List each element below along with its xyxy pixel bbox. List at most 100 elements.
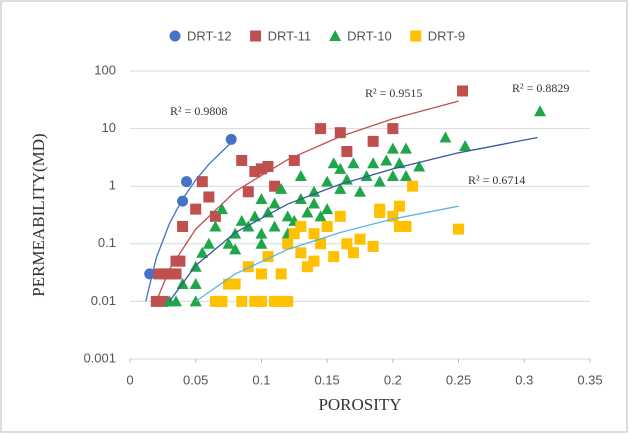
data-point — [373, 175, 386, 187]
trendline — [155, 100, 459, 302]
data-point — [189, 278, 202, 290]
data-point — [255, 237, 268, 249]
legend-marker — [410, 30, 422, 42]
data-point — [400, 142, 412, 154]
legend-label: DRT-11 — [268, 28, 312, 43]
data-point — [308, 228, 320, 240]
data-point — [334, 127, 346, 139]
x-tick-label: 0.15 — [314, 372, 339, 387]
x-tick-label: 0.25 — [446, 372, 471, 387]
trendline — [145, 140, 233, 302]
data-point — [400, 220, 412, 232]
data-point — [321, 203, 334, 215]
data-point — [275, 268, 287, 280]
data-point — [308, 185, 320, 197]
data-point — [209, 220, 222, 232]
data-point — [301, 261, 313, 273]
data-point — [170, 295, 182, 307]
data-point — [255, 295, 267, 307]
data-point — [177, 220, 189, 232]
data-point — [269, 295, 281, 307]
data-point — [157, 295, 169, 307]
data-point — [262, 206, 274, 218]
data-point — [235, 214, 248, 226]
data-point — [196, 246, 209, 258]
data-point — [407, 180, 419, 192]
data-point — [236, 295, 248, 307]
legend-marker — [250, 30, 262, 42]
data-point — [242, 186, 254, 198]
data-point — [341, 238, 353, 250]
data-point — [301, 206, 314, 218]
x-tick-label: 0.3 — [515, 372, 533, 387]
data-point — [347, 157, 360, 169]
data-point — [281, 210, 294, 222]
y-tick-label: 1 — [109, 178, 116, 193]
data-point — [275, 295, 287, 307]
data-point — [393, 220, 405, 232]
data-point — [374, 206, 386, 218]
x-tick-label: 0.1 — [252, 372, 270, 387]
data-point — [153, 268, 165, 280]
data-point — [341, 146, 353, 158]
data-point — [334, 182, 347, 194]
data-point — [275, 182, 288, 194]
data-point — [360, 170, 373, 182]
data-point — [248, 210, 261, 222]
r-squared-label: R² = 0.9515 — [365, 86, 422, 100]
data-point — [321, 220, 333, 232]
x-axis-title: POROSITY — [318, 395, 401, 414]
data-point — [308, 197, 320, 209]
data-point — [202, 237, 215, 249]
data-point — [282, 238, 294, 250]
data-point — [295, 220, 307, 232]
data-point — [380, 154, 393, 166]
data-point — [216, 295, 228, 307]
data-point — [367, 157, 380, 169]
data-point — [203, 191, 215, 203]
r-squared-label: R² = 0.6714 — [468, 173, 525, 187]
data-point — [242, 261, 254, 273]
data-point — [367, 135, 379, 147]
data-point — [229, 278, 241, 290]
data-point — [268, 197, 281, 209]
data-point — [222, 237, 235, 249]
trendline — [195, 205, 459, 302]
r-squared-label: R² = 0.8829 — [512, 81, 569, 95]
data-point — [163, 268, 175, 280]
data-point — [334, 162, 347, 174]
data-point — [249, 295, 261, 307]
y-axis-title: PERMEABILITY(MD) — [29, 133, 48, 296]
trendline — [168, 136, 538, 302]
y-tick-label: 0.001 — [83, 350, 116, 365]
legend-label: DRT-9 — [428, 28, 465, 43]
data-point — [190, 203, 202, 215]
x-tick-label: 0.2 — [384, 372, 402, 387]
data-point — [225, 133, 237, 145]
r-squared-label: R² = 0.9808 — [170, 104, 227, 118]
y-tick-label: 0.1 — [98, 235, 116, 250]
data-point — [327, 157, 340, 169]
legend-marker — [169, 30, 181, 42]
data-point — [457, 85, 469, 97]
data-point — [400, 170, 412, 182]
data-point — [170, 268, 182, 280]
data-point — [459, 139, 472, 151]
data-point — [453, 223, 465, 235]
data-point — [262, 251, 274, 263]
data-point — [315, 123, 327, 135]
data-point — [196, 176, 208, 188]
data-point — [393, 200, 405, 212]
data-point — [393, 157, 406, 169]
data-point — [367, 240, 379, 252]
data-point — [255, 163, 267, 175]
data-point — [315, 238, 327, 250]
legend-label: DRT-10 — [347, 28, 392, 43]
data-point — [413, 160, 426, 172]
data-point — [288, 228, 300, 240]
data-point — [229, 243, 242, 255]
data-point — [223, 278, 235, 290]
data-point — [294, 170, 307, 182]
